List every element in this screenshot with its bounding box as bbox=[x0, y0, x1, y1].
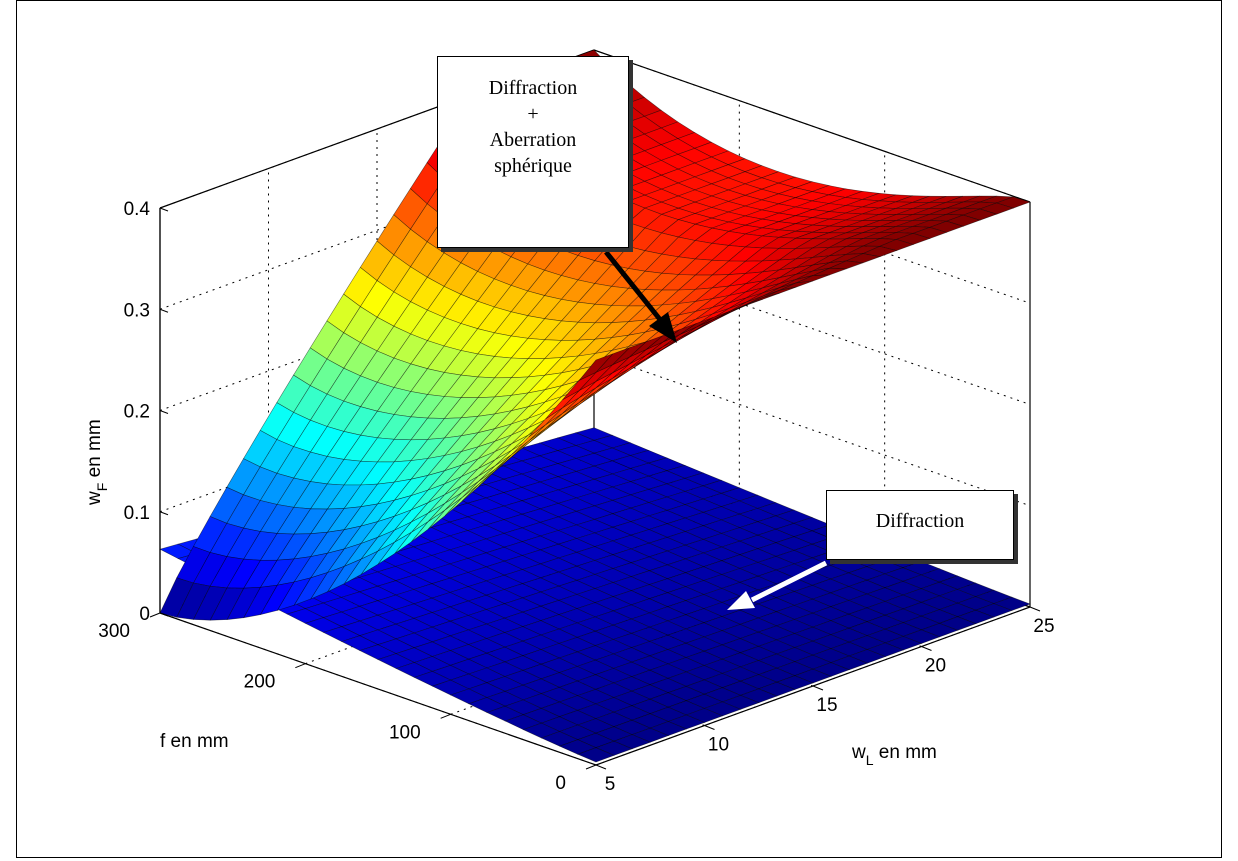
annotation-box-diffraction-aberration: Diffraction + Aberration sphérique bbox=[437, 56, 629, 248]
z-tick-mark bbox=[159, 308, 169, 313]
x-tick-mark bbox=[1029, 606, 1041, 612]
x-tick-mark bbox=[704, 725, 715, 730]
x-tick-label: 25 bbox=[1033, 616, 1054, 637]
annotation-line-1: Diffraction bbox=[488, 77, 578, 99]
z-tick-mark bbox=[159, 410, 169, 414]
arrow-black-head bbox=[649, 312, 677, 343]
x-tick-label: 10 bbox=[708, 735, 729, 756]
box-edge bbox=[159, 612, 597, 766]
aberration-surface-patch bbox=[578, 353, 613, 381]
box-edge bbox=[593, 49, 1031, 203]
x-tick-mark bbox=[812, 685, 824, 691]
arrow-white-shaft bbox=[750, 560, 828, 603]
x-tick-mark bbox=[921, 646, 932, 651]
y-tick-mark bbox=[295, 663, 306, 669]
y-tick-label: 0 bbox=[555, 773, 566, 794]
z-tick-label: 0.3 bbox=[124, 300, 150, 321]
arrow-black-shaft bbox=[604, 250, 664, 324]
y-tick-label: 200 bbox=[244, 672, 276, 693]
diffraction-surface-patch bbox=[576, 747, 615, 763]
x-axis-label: wL en mm bbox=[851, 742, 937, 768]
annotation-line-2: + bbox=[527, 103, 539, 125]
y-axis-label: f en mm bbox=[160, 731, 229, 752]
z-tick-mark bbox=[159, 511, 169, 516]
annotation-box-diffraction: Diffraction bbox=[826, 490, 1014, 560]
z-tick-label: 0 bbox=[139, 604, 150, 625]
annotation-arrows bbox=[604, 250, 828, 610]
axis-ticks: 0 0.1 0.2 0.3 0.4 0 100 200 300 5 10 15 20 25 bbox=[98, 199, 1054, 795]
y-tick-mark bbox=[440, 713, 451, 719]
annotation-line-diffraction: Diffraction bbox=[875, 510, 965, 532]
y-tick-label: 300 bbox=[98, 621, 130, 642]
annotation-line-4: sphérique bbox=[494, 155, 572, 177]
y-tick-mark bbox=[585, 764, 597, 770]
y-tick-mark bbox=[149, 612, 161, 618]
figure-frame bbox=[16, 0, 1222, 858]
z-tick-label: 0.1 bbox=[124, 503, 150, 524]
annotation-line-3: Aberration bbox=[489, 129, 577, 151]
x-tick-label: 5 bbox=[605, 774, 616, 795]
z-tick-label: 0.4 bbox=[124, 199, 151, 220]
y-tick-label: 100 bbox=[389, 722, 421, 743]
z-tick-mark bbox=[159, 207, 169, 212]
z-axis-label: wF en mm bbox=[84, 419, 110, 506]
x-tick-label: 20 bbox=[925, 656, 946, 677]
arrow-white-head bbox=[727, 591, 755, 610]
z-tick-label: 0.2 bbox=[124, 402, 150, 423]
x-tick-label: 15 bbox=[816, 695, 837, 716]
z-tick-mark bbox=[159, 612, 169, 617]
x-tick-mark bbox=[595, 764, 607, 770]
